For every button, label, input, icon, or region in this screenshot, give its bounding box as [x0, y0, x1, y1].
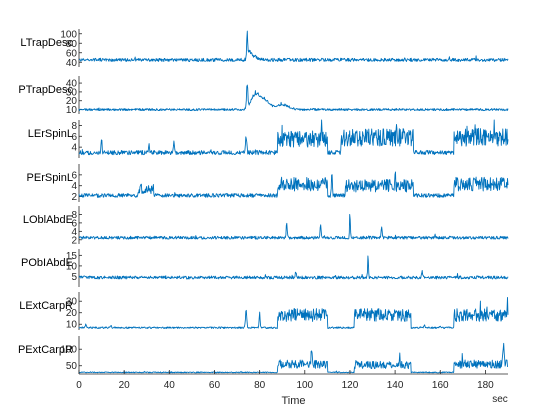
y-tick-label: 6: [71, 170, 77, 181]
y-tick-label: 100: [60, 29, 77, 40]
y-tick-label: 2: [71, 192, 77, 203]
row-label: LExtCarpR: [19, 300, 73, 312]
row-label: PObIAbdE: [21, 257, 73, 269]
x-tick-label: 0: [76, 380, 82, 391]
x-tick-label: 140: [387, 380, 404, 391]
row-label: PTrapDesc: [18, 84, 73, 96]
x-tick-label: 80: [254, 380, 266, 391]
y-tick-label: 50: [66, 361, 78, 372]
row-label: LTrapDesc: [20, 37, 73, 49]
signal-line-loblabde: [79, 213, 509, 240]
y-tick-label: 6: [71, 132, 77, 143]
y-tick-label: 20: [66, 308, 78, 319]
signal-line-ptrapdesc: [78, 84, 509, 112]
y-tick-label: 10: [66, 105, 78, 116]
x-axis-unit: sec: [492, 394, 508, 405]
y-tick-label: 40: [66, 79, 78, 90]
x-tick-label: 100: [296, 380, 313, 391]
y-tick-label: 15: [66, 251, 78, 262]
y-tick-label: 8: [71, 210, 77, 221]
subplot-lerspinl: LErSpinL 468: [28, 119, 509, 158]
y-tick-label: 6: [71, 218, 77, 229]
x-tick-label: 20: [119, 380, 131, 391]
y-tick-label: 30: [66, 87, 78, 98]
x-tick-label: 180: [477, 380, 494, 391]
signal-line-pobiabde: [78, 255, 509, 280]
signal-line-ltrapdesc: [78, 30, 509, 62]
signal-line-pextcarpr: [79, 342, 508, 374]
row-label: PExtCarpR: [18, 344, 73, 356]
x-tick-label: 40: [164, 380, 176, 391]
time-axis: 0 20 40 60 80 100 120 140 160 180 Time sec: [76, 370, 508, 407]
signal-line-lextcarpr: [78, 296, 509, 329]
y-tick-label: 2: [71, 235, 77, 246]
y-tick-label: 10: [66, 320, 78, 331]
y-tick-label: 20: [66, 96, 78, 107]
y-tick-label: 10: [66, 261, 78, 272]
y-tick-label: 8: [71, 121, 77, 132]
x-tick-label: 60: [209, 380, 221, 391]
subplot-pextcarpr: PExtCarpR 50 100: [18, 336, 508, 374]
y-tick-label: 4: [71, 227, 77, 238]
x-tick-label: 120: [342, 380, 359, 391]
x-tick-label: 160: [432, 380, 449, 391]
subplot-rows: LTrapDesc406080100PTrapDesc10203040LErSp…: [18, 29, 509, 374]
y-tick-label: 40: [66, 58, 78, 69]
x-axis-label: Time: [281, 395, 305, 407]
row-label: LErSpinL: [28, 128, 73, 140]
y-tick-label: 30: [66, 297, 78, 308]
row-label: PErSpinL: [27, 172, 73, 184]
y-tick-label: 4: [71, 143, 77, 154]
y-tick-label: 60: [66, 48, 78, 59]
signal-line-perspinl: [78, 171, 509, 198]
subplot-perspinl: PErSpinL 246: [27, 164, 509, 203]
y-tick-label: 100: [60, 345, 77, 356]
signal-line-lerspinl: [78, 119, 509, 156]
row-label: LOblAbdE: [23, 214, 73, 226]
y-tick-label: 4: [71, 181, 77, 192]
y-tick-label: 80: [66, 39, 78, 50]
y-tick-label: 5: [71, 272, 77, 283]
